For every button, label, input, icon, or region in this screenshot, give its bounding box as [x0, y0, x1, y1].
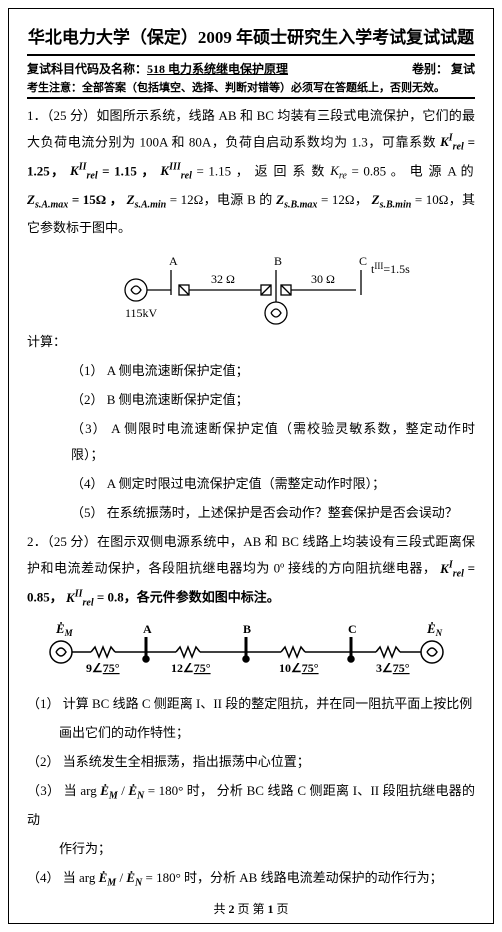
- svg-text:12∠75°: 12∠75°: [171, 661, 211, 675]
- circuit-diagram-1: A 32 Ω B 30 Ω C tIII=1.5s 115kV: [81, 245, 421, 325]
- svg-text:115kV: 115kV: [125, 306, 158, 320]
- svg-text:9∠75°: 9∠75°: [86, 661, 120, 675]
- sym: KIIIrel: [160, 163, 191, 178]
- svg-text:3∠75°: 3∠75°: [376, 661, 410, 675]
- sym: Zs.B.min: [372, 192, 412, 207]
- svg-text:C: C: [359, 254, 367, 268]
- sym: Zs.A.max: [27, 192, 68, 207]
- q1-item: （3） A 侧限时电流速断保护定值（需校验灵敏系数，整定动作时限）；: [71, 416, 475, 468]
- q2-item: 作行为；: [59, 836, 475, 862]
- type-label: 卷别：: [412, 62, 448, 76]
- calc-label: 计算：: [27, 329, 475, 355]
- rule2: [27, 97, 475, 99]
- svg-text:30 Ω: 30 Ω: [311, 272, 335, 286]
- page-footer: 共 2 页 第 1 页: [9, 900, 493, 917]
- sym: KIIrel: [70, 163, 98, 178]
- sym: Kre: [330, 163, 347, 178]
- q1-text: 1．（25 分）如图所示系统，线路 AB 和 BC 均装有三段式电流保护，它们的…: [27, 103, 475, 241]
- page-title: 华北电力大学（保定）2009 年硕士研究生入学考试复试试题: [27, 23, 475, 48]
- svg-text:B: B: [243, 622, 251, 636]
- q2-item: （3） 当 arg ĖM / ĖN = 180° 时， 分析 BC 线路 C 侧…: [27, 778, 475, 833]
- meta-subject: 复试科目代码及名称：518 电力系统继电保护原理 卷别： 复试: [27, 60, 475, 77]
- svg-text:C: C: [348, 622, 357, 636]
- sym: KIrel: [440, 561, 464, 576]
- svg-text:A: A: [169, 254, 178, 268]
- svg-text:tIII=1.5s: tIII=1.5s: [371, 261, 410, 276]
- svg-text:B: B: [274, 254, 282, 268]
- q1-item: （5） 在系统振荡时，上述保护是否会动作？整套保护是否会误动？: [71, 500, 475, 526]
- q2-item: （4） 当 arg ĖM / ĖN = 180° 时，分析 AB 线路电流差动保…: [27, 865, 475, 894]
- notice: 考生注意：全部答案（包括填空、选择、判断对错等）必须写在答题纸上，否则无效。: [27, 79, 475, 95]
- q2-text: 2．（25 分）在图示双侧电源系统中，AB 和 BC 线路上均装设有三段式距离保…: [27, 529, 475, 613]
- svg-text:10∠75°: 10∠75°: [279, 661, 319, 675]
- q2-item: （2） 当系统发生全相振荡，指出振荡中心位置；: [27, 749, 475, 775]
- svg-text:ĖM: ĖM: [55, 621, 74, 638]
- circuit-diagram-2: ĖM 9∠75° A 12∠75° B 10∠75° C 3∠75° ĖN: [36, 617, 466, 687]
- sym: Zs.A.min: [127, 192, 167, 207]
- sym: Zs.B.max: [276, 192, 317, 207]
- sym: KIrel: [440, 134, 464, 149]
- q2-item: （1） 计算 BC 线路 C 侧距离 I、II 段的整定阻抗，并在同一阻抗平面上…: [27, 691, 475, 717]
- q1-prefix: 1．（25 分）如图所示系统，线路 AB 和 BC 均装有三段式电流保护，它们的…: [27, 108, 475, 149]
- q2-item: 画出它们的动作特性；: [59, 720, 475, 746]
- svg-text:A: A: [143, 622, 152, 636]
- meta-value: 518 电力系统继电保护原理: [147, 62, 288, 76]
- meta-label: 复试科目代码及名称：: [27, 62, 147, 76]
- rule: [27, 54, 475, 56]
- q1-item: （1） A 侧电流速断保护定值；: [71, 358, 475, 384]
- sym: KIIrel: [66, 590, 94, 605]
- svg-text:32 Ω: 32 Ω: [211, 272, 235, 286]
- type-value: 复试: [451, 62, 475, 76]
- q1-item: （2） B 侧电流速断保护定值；: [71, 387, 475, 413]
- q1-item: （4） A 侧定时限过电流保护定值（需整定动作时限）；: [71, 471, 475, 497]
- svg-text:ĖN: ĖN: [426, 621, 443, 638]
